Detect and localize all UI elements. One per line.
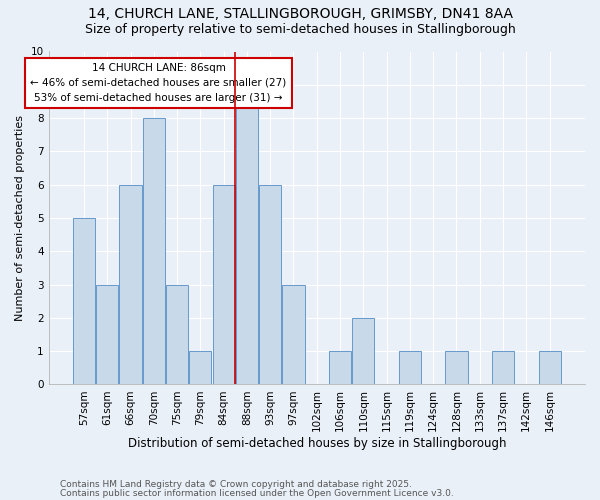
Text: Contains HM Land Registry data © Crown copyright and database right 2025.: Contains HM Land Registry data © Crown c…: [60, 480, 412, 489]
Bar: [492, 351, 514, 384]
Text: Contains public sector information licensed under the Open Government Licence v3: Contains public sector information licen…: [60, 489, 454, 498]
Bar: [143, 118, 165, 384]
Bar: [190, 351, 211, 384]
Bar: [329, 351, 351, 384]
Bar: [119, 184, 142, 384]
X-axis label: Distribution of semi-detached houses by size in Stallingborough: Distribution of semi-detached houses by …: [128, 437, 506, 450]
Text: 14 CHURCH LANE: 86sqm
← 46% of semi-detached houses are smaller (27)
53% of semi: 14 CHURCH LANE: 86sqm ← 46% of semi-deta…: [31, 63, 287, 103]
Bar: [259, 184, 281, 384]
Bar: [166, 284, 188, 384]
Y-axis label: Number of semi-detached properties: Number of semi-detached properties: [15, 115, 25, 321]
Bar: [96, 284, 118, 384]
Bar: [352, 318, 374, 384]
Bar: [539, 351, 560, 384]
Bar: [236, 85, 258, 384]
Bar: [283, 284, 305, 384]
Text: Size of property relative to semi-detached houses in Stallingborough: Size of property relative to semi-detach…: [85, 22, 515, 36]
Text: 14, CHURCH LANE, STALLINGBOROUGH, GRIMSBY, DN41 8AA: 14, CHURCH LANE, STALLINGBOROUGH, GRIMSB…: [88, 8, 512, 22]
Bar: [445, 351, 467, 384]
Bar: [399, 351, 421, 384]
Bar: [212, 184, 235, 384]
Bar: [73, 218, 95, 384]
